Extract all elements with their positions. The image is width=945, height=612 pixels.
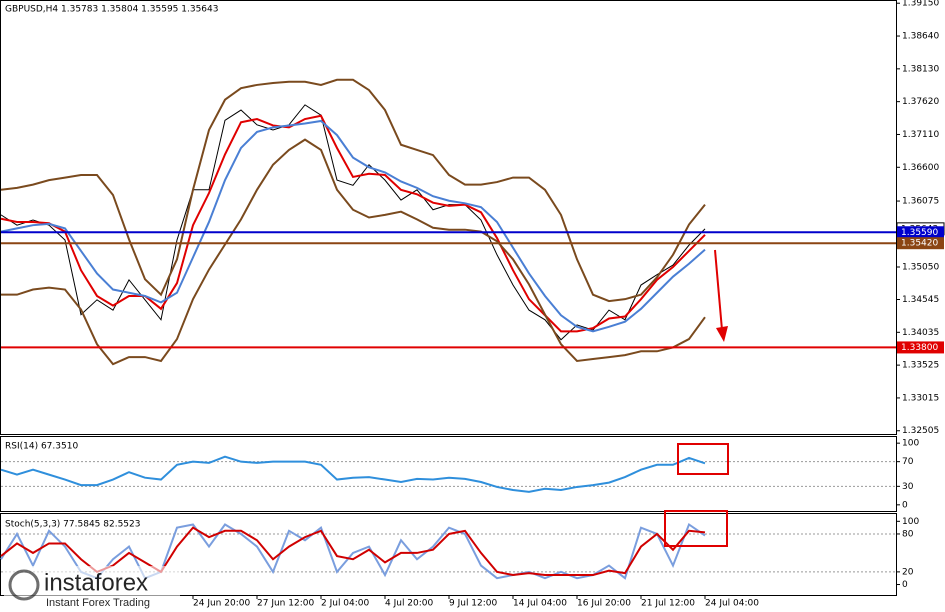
x-tick-label: 27 Jun 12:00: [257, 599, 314, 609]
watermark-brand: instaforex: [44, 569, 148, 596]
rsi-panel: [0, 436, 897, 512]
series-line: [0, 455, 706, 493]
panel-title: GBPUSD,H4 1.35783 1.35804 1.35595 1.3564…: [5, 5, 218, 15]
y-tick-label: 1.39150: [902, 0, 939, 9]
y-tick-label: 1.33015: [902, 393, 939, 403]
y-tick-label: 1.38130: [902, 64, 939, 74]
x-tick-label: 16 Jul 20:00: [577, 599, 631, 609]
panel-title: RSI(14) 67.3510: [5, 442, 78, 452]
x-tick-label: 14 Jul 04:00: [513, 599, 567, 609]
y-tick-label: 1.33525: [902, 361, 939, 371]
x-tick-label: 24 Jul 04:00: [705, 599, 759, 609]
watermark-logo: [8, 569, 40, 601]
price-tag-label: 1.35590: [901, 228, 938, 238]
highlight-box: [677, 443, 729, 475]
y-tick-label: 1.36075: [902, 197, 939, 207]
y-tick-label: 100: [902, 517, 919, 527]
series-line: [0, 522, 706, 580]
y-tick-label: 1.32505: [902, 426, 939, 436]
y-tick-label: 1.36600: [902, 163, 939, 173]
y-tick-label: 0: [902, 500, 908, 510]
y-tick-label: 1.34035: [902, 328, 939, 338]
x-tick-label: 24 Jun 20:00: [193, 599, 250, 609]
x-tick-label: 2 Jul 04:00: [321, 599, 370, 609]
series-line: [0, 119, 706, 333]
y-tick-label: 1.38640: [902, 32, 939, 42]
price-tag: [897, 226, 944, 239]
y-tick-label: 80: [902, 529, 914, 539]
y-tick-label: 20: [902, 567, 914, 577]
price-tag: [897, 341, 944, 354]
x-tick-label: 21 Jul 12:00: [641, 599, 695, 609]
x-tick-label: 9 Jul 12:00: [449, 599, 498, 609]
watermark: instaforex Instant Forex Trading: [4, 566, 180, 610]
watermark-tagline: Instant Forex Trading: [46, 597, 150, 609]
arrow-head: [716, 326, 728, 342]
y-tick-label: 0: [902, 580, 908, 590]
main-panel: [0, 0, 897, 435]
y-tick-label: 1.37110: [902, 130, 939, 140]
price-tag-label: 1.33800: [901, 343, 938, 353]
panel-title: Stoch(5,3,3) 77.5845 82.5523: [5, 520, 140, 530]
highlight-box: [664, 510, 728, 547]
price-tag: [897, 237, 944, 250]
x-tick-label: 4 Jul 20:00: [385, 599, 434, 609]
series-line: [1, 138, 706, 366]
price-tag-label: 1.35420: [901, 239, 938, 249]
series-line: [0, 526, 706, 577]
arrow-shaft: [714, 249, 723, 331]
series-line: [0, 78, 706, 303]
y-tick-label: 1.37620: [902, 97, 939, 107]
y-tick-label: 1.35050: [902, 263, 939, 273]
y-tick-label: 30: [902, 482, 914, 492]
y-tick-label: 100: [902, 439, 919, 449]
y-tick-label: 70: [902, 457, 914, 467]
y-tick-label: 1.34545: [902, 295, 939, 305]
